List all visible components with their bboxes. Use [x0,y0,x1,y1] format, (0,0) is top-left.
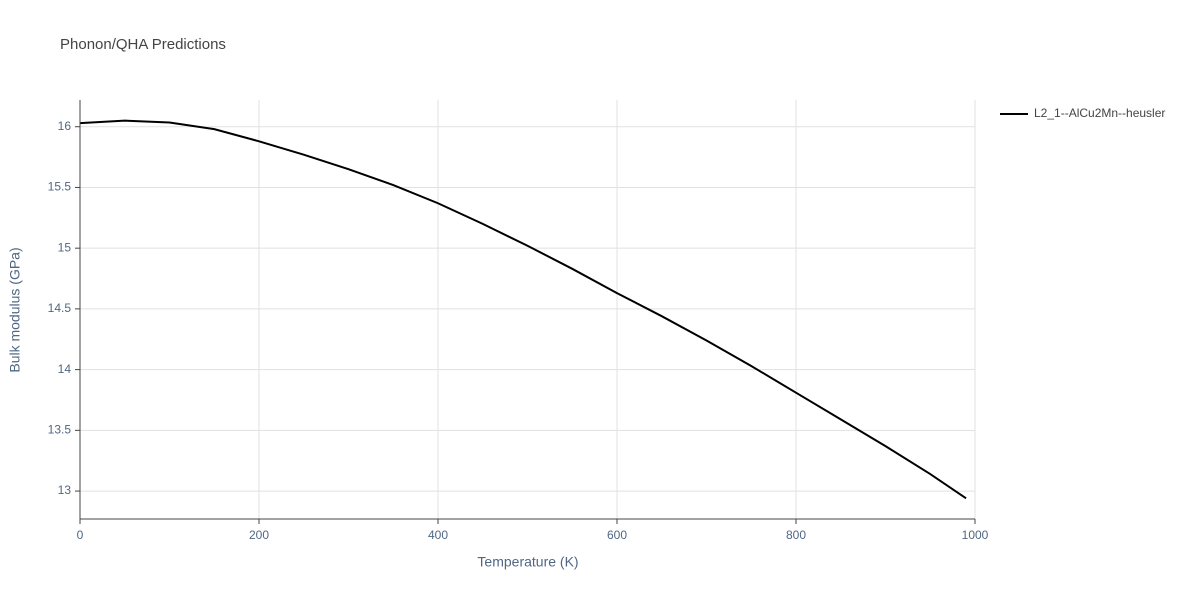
x-tick-label: 0 [77,528,84,542]
x-tick-label: 1000 [962,528,989,542]
x-tick-label: 400 [428,528,448,542]
y-tick-label: 13 [58,483,72,497]
y-tick-label: 14 [58,362,72,376]
y-axis-title: Bulk modulus (GPa) [7,247,23,372]
line [79,119,967,500]
x-tick-label: 800 [786,528,806,542]
y-tick-label: 16 [58,119,72,133]
y-tick-label: 14.5 [48,301,72,315]
grid [79,100,976,519]
plot-area [79,119,967,500]
legend-label: L2_1--AlCu2Mn--heusler [1034,106,1165,120]
x-tick-label: 200 [249,528,269,542]
y-tick-label: 13.5 [48,423,72,437]
y-tick-label: 15 [58,240,72,254]
x-axis-title: Temperature (K) [477,554,578,570]
y-tick-label: 15.5 [48,180,72,194]
x-tick-label: 600 [607,528,627,542]
chart-title: Phonon/QHA Predictions [60,36,226,53]
